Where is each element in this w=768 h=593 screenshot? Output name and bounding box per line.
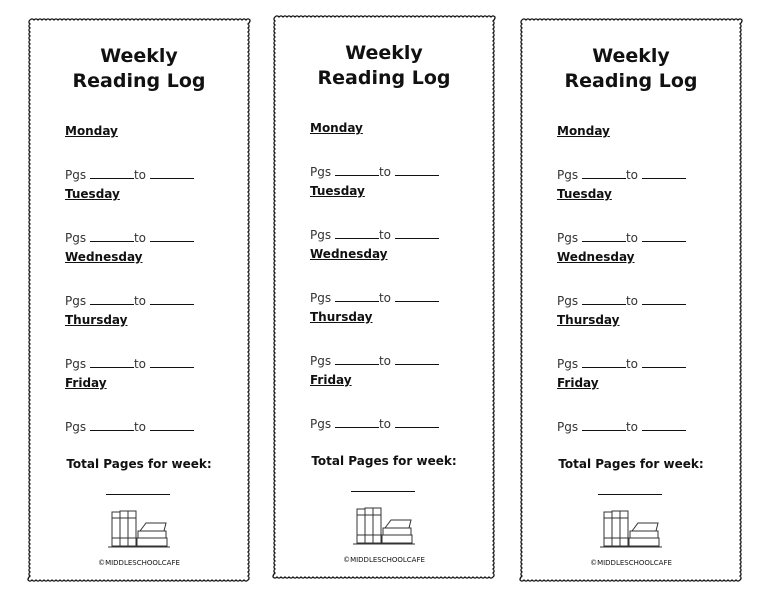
start-page-blank: [581, 231, 626, 242]
total-pages-blank: [351, 491, 415, 492]
day-label: Monday: [557, 124, 610, 138]
start-page-blank: [89, 294, 134, 305]
pages-entry: Pgs to: [557, 420, 686, 434]
start-page-blank: [581, 420, 626, 431]
end-page-blank: [394, 228, 439, 239]
pages-entry: Pgs to: [310, 354, 439, 368]
pages-entry: Pgs to: [65, 357, 194, 371]
wavy-border: [519, 18, 743, 582]
end-page-blank: [394, 417, 439, 428]
bookmark-title: Weekly Reading Log: [564, 45, 698, 92]
total-pages-label: Total Pages for week:: [66, 457, 212, 471]
day-label: Monday: [310, 121, 363, 135]
start-page-blank: [334, 228, 379, 239]
start-page-blank: [581, 357, 626, 368]
end-page-blank: [394, 165, 439, 176]
pages-entry: Pgs to: [310, 291, 439, 305]
books-icon: [353, 507, 415, 545]
day-label: Wednesday: [65, 250, 143, 264]
pages-entry: Pgs to: [65, 231, 194, 245]
end-page-blank: [641, 357, 686, 368]
copyright-text: ©MIDDLESCHOOLCAFE: [98, 559, 180, 567]
day-label: Thursday: [65, 313, 128, 327]
bookmark-card: Weekly Reading Log Monday Pgs to Tuesday P…: [27, 18, 251, 582]
day-label: Thursday: [310, 310, 373, 324]
end-page-blank: [641, 294, 686, 305]
start-page-blank: [581, 294, 626, 305]
pages-entry: Pgs to: [310, 417, 439, 431]
wavy-border: [27, 18, 251, 582]
books-icon: [600, 510, 662, 548]
pages-entry: Pgs to: [65, 294, 194, 308]
end-page-blank: [149, 420, 194, 431]
start-page-blank: [89, 420, 134, 431]
books-icon: [108, 510, 170, 548]
bookmark-title: Weekly Reading Log: [72, 45, 206, 92]
total-pages-blank: [598, 494, 662, 495]
wavy-border: [272, 15, 496, 579]
start-page-blank: [334, 291, 379, 302]
end-page-blank: [149, 357, 194, 368]
start-page-blank: [334, 354, 379, 365]
day-label: Wednesday: [557, 250, 635, 264]
total-pages-label: Total Pages for week:: [558, 457, 704, 471]
end-page-blank: [394, 291, 439, 302]
start-page-blank: [89, 231, 134, 242]
pages-entry: Pgs to: [557, 231, 686, 245]
end-page-blank: [641, 168, 686, 179]
pages-entry: Pgs to: [65, 168, 194, 182]
day-label: Tuesday: [310, 184, 365, 198]
day-label: Friday: [65, 376, 107, 390]
pages-entry: Pgs to: [65, 420, 194, 434]
start-page-blank: [89, 168, 134, 179]
day-label: Friday: [310, 373, 352, 387]
end-page-blank: [394, 354, 439, 365]
pages-entry: Pgs to: [310, 228, 439, 242]
day-label: Monday: [65, 124, 118, 138]
end-page-blank: [149, 231, 194, 242]
day-label: Tuesday: [65, 187, 120, 201]
day-label: Wednesday: [310, 247, 388, 261]
copyright-text: ©MIDDLESCHOOLCAFE: [343, 556, 425, 564]
start-page-blank: [89, 357, 134, 368]
end-page-blank: [641, 420, 686, 431]
bookmark-card: Weekly Reading Log Monday Pgs to Tuesday P…: [519, 18, 743, 582]
bookmark-title: Weekly Reading Log: [317, 42, 451, 89]
end-page-blank: [149, 168, 194, 179]
copyright-text: ©MIDDLESCHOOLCAFE: [590, 559, 672, 567]
day-label: Thursday: [557, 313, 620, 327]
pages-entry: Pgs to: [557, 168, 686, 182]
start-page-blank: [334, 165, 379, 176]
total-pages-blank: [106, 494, 170, 495]
start-page-blank: [334, 417, 379, 428]
bookmark-card: Weekly Reading Log Monday Pgs to Tuesday P…: [272, 15, 496, 579]
day-label: Tuesday: [557, 187, 612, 201]
pages-entry: Pgs to: [557, 294, 686, 308]
pages-entry: Pgs to: [557, 357, 686, 371]
pages-entry: Pgs to: [310, 165, 439, 179]
end-page-blank: [149, 294, 194, 305]
day-label: Friday: [557, 376, 599, 390]
end-page-blank: [641, 231, 686, 242]
total-pages-label: Total Pages for week:: [311, 454, 457, 468]
start-page-blank: [581, 168, 626, 179]
